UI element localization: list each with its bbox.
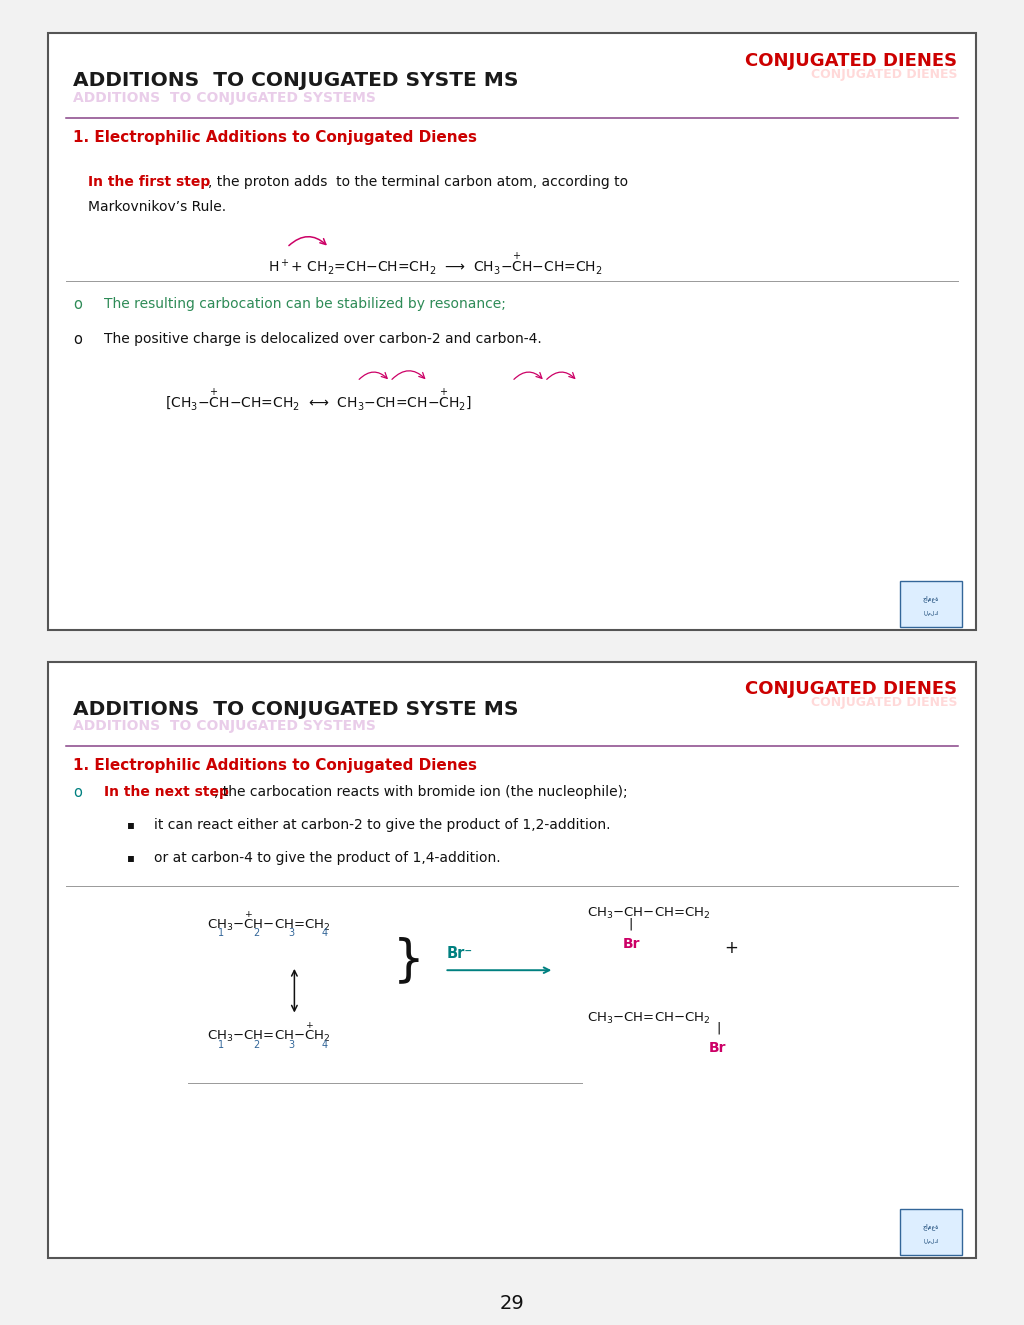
Text: The positive charge is delocalized over carbon-2 and carbon-4.: The positive charge is delocalized over … [104,331,542,346]
Text: it can react either at carbon-2 to give the product of 1,2-addition.: it can react either at carbon-2 to give … [154,819,610,832]
Text: 3: 3 [289,927,295,938]
Text: , the carbocation reacts with bromide ion (the nucleophile);: , the carbocation reacts with bromide io… [214,786,628,799]
Text: The resulting carbocation can be stabilized by resonance;: The resulting carbocation can be stabili… [104,297,506,311]
Text: o: o [73,297,82,311]
Text: ADDITIONS  TO CONJUGATED SYSTEMS: ADDITIONS TO CONJUGATED SYSTEMS [73,90,376,105]
Text: CH$_3$−$\overset{+}{\mathrm{C}}$H−CH=CH$_2$: CH$_3$−$\overset{+}{\mathrm{C}}$H−CH=CH$… [207,909,331,933]
FancyBboxPatch shape [900,582,962,627]
Text: Br: Br [623,937,640,951]
FancyBboxPatch shape [900,1210,962,1255]
Text: الملك: الملك [923,611,939,616]
Text: H$^+$+ CH$_2$=CH−CH=CH$_2$  ⟶  CH$_3$−$\overset{+}{\mathrm{C}}$H−CH=CH$_2$: H$^+$+ CH$_2$=CH−CH=CH$_2$ ⟶ CH$_3$−$\ov… [268,250,603,277]
Text: |: | [628,918,633,930]
Text: CH$_3$−CH−CH=CH$_2$: CH$_3$−CH−CH=CH$_2$ [587,906,711,921]
FancyBboxPatch shape [48,33,976,631]
Text: 1. Electrophilic Additions to Conjugated Dienes: 1. Electrophilic Additions to Conjugated… [73,758,477,772]
Text: جامعة: جامعة [923,1223,939,1230]
Text: CONJUGATED DIENES: CONJUGATED DIENES [811,68,957,81]
Text: o: o [73,331,82,347]
Text: CONJUGATED DIENES: CONJUGATED DIENES [811,696,957,709]
Text: 4: 4 [322,1040,328,1049]
Text: ADDITIONS  TO CONJUGATED SYSTE MS: ADDITIONS TO CONJUGATED SYSTE MS [73,72,518,90]
Text: In the first step: In the first step [88,175,210,189]
Text: In the next step: In the next step [104,786,228,799]
Text: ▪: ▪ [127,852,135,864]
Text: 3: 3 [289,1040,295,1049]
Text: |: | [716,1022,721,1035]
Text: 1: 1 [218,927,224,938]
Text: 2: 2 [254,927,260,938]
Text: or at carbon-4 to give the product of 1,4-addition.: or at carbon-4 to give the product of 1,… [154,852,501,865]
Text: CONJUGATED DIENES: CONJUGATED DIENES [745,52,957,70]
Text: 1: 1 [218,1040,224,1049]
Text: ADDITIONS  TO CONJUGATED SYSTEMS: ADDITIONS TO CONJUGATED SYSTEMS [73,718,376,733]
Text: ADDITIONS  TO CONJUGATED SYSTE MS: ADDITIONS TO CONJUGATED SYSTE MS [73,700,518,718]
Text: Br: Br [709,1041,726,1055]
Text: 2: 2 [254,1040,260,1049]
Text: [CH$_3$−$\overset{+}{\mathrm{C}}$H−CH=CH$_2$  ⟷  CH$_3$−CH=CH−$\overset{+}{\math: [CH$_3$−$\overset{+}{\mathrm{C}}$H−CH=CH… [165,387,472,413]
Text: ▪: ▪ [127,819,135,831]
Text: CH$_3$−CH=CH−$\overset{+}{\mathrm{C}}$H$_2$: CH$_3$−CH=CH−$\overset{+}{\mathrm{C}}$H$… [207,1020,331,1044]
Text: CH$_3$−CH=CH−CH$_2$: CH$_3$−CH=CH−CH$_2$ [587,1011,711,1027]
Text: 1. Electrophilic Additions to Conjugated Dienes: 1. Electrophilic Additions to Conjugated… [73,130,477,144]
Text: 4: 4 [322,927,328,938]
Text: }: } [393,935,425,984]
FancyBboxPatch shape [48,661,976,1259]
Text: +: + [724,939,738,957]
Text: الملك: الملك [923,1239,939,1244]
Text: CONJUGATED DIENES: CONJUGATED DIENES [745,680,957,698]
Text: جامعة: جامعة [923,595,939,602]
Text: Markovnikov’s Rule.: Markovnikov’s Rule. [88,200,226,215]
Text: Br⁻: Br⁻ [446,946,472,962]
Text: 29: 29 [500,1295,524,1313]
Text: o: o [73,786,82,800]
Text: , the proton adds  to the terminal carbon atom, according to: , the proton adds to the terminal carbon… [208,175,628,189]
